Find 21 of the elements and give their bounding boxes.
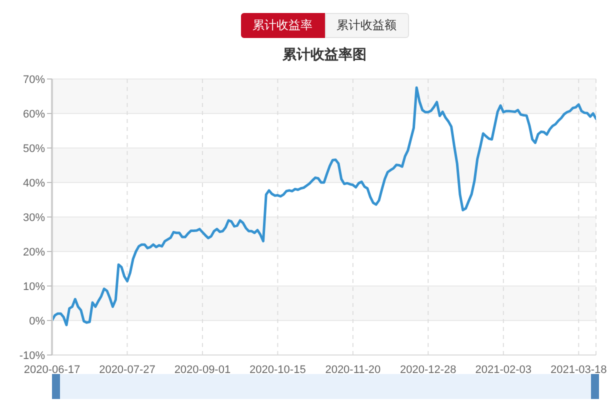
y-tick-label: 10% bbox=[22, 280, 46, 293]
x-tick-label: 2021-03-18 bbox=[550, 364, 607, 376]
y-tick-label: 30% bbox=[22, 212, 46, 224]
x-tick-label: 2020-06-17 bbox=[24, 364, 80, 376]
text: 累计收益额 bbox=[324, 13, 408, 38]
x-tick-label: 2020-07-27 bbox=[99, 364, 156, 376]
chart-title: 累计收益率图 bbox=[282, 45, 368, 64]
x-tick-label: 2020-12-28 bbox=[400, 364, 456, 376]
y-tick-label: 50% bbox=[22, 142, 46, 155]
x-tick-label: 2021-02-03 bbox=[475, 364, 532, 376]
y-tick-label: 0% bbox=[29, 315, 46, 328]
x-tick-label: 2020-10-15 bbox=[250, 364, 306, 376]
y-tick-label: -10% bbox=[19, 350, 46, 362]
text: 累计收益率 bbox=[240, 13, 324, 38]
line-series bbox=[52, 86, 596, 326]
x-tick-label: 2020-11-20 bbox=[325, 364, 381, 376]
y-tick-label: 70% bbox=[22, 74, 46, 86]
y-tick-label: 40% bbox=[22, 177, 46, 190]
y-tick-label: 20% bbox=[22, 246, 46, 258]
x-tick-label: 2020-09-01 bbox=[174, 364, 231, 376]
y-tick-label: 60% bbox=[22, 108, 46, 120]
